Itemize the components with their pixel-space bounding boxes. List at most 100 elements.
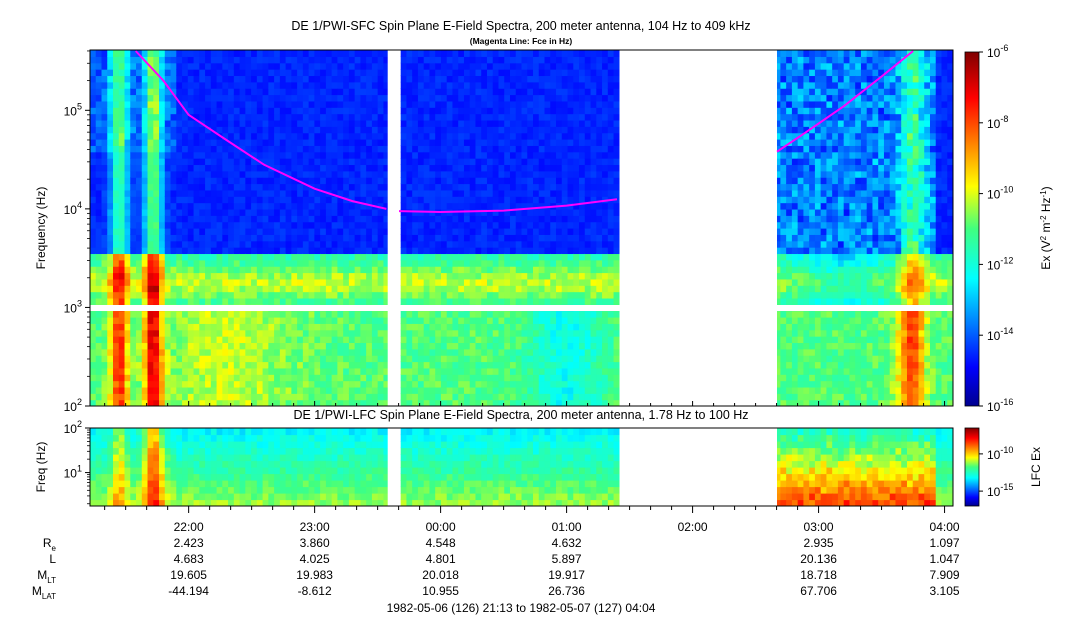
sfc-spectrogram-cell — [239, 202, 246, 210]
sfc-spectrogram-cell — [141, 348, 149, 356]
sfc-spectrogram-cell — [343, 94, 350, 102]
sfc-spectrogram-cell — [210, 348, 218, 356]
sfc-spectrogram-cell — [314, 189, 321, 197]
sfc-spectrogram-cell — [337, 329, 344, 337]
sfc-spectrogram-cell — [268, 215, 275, 223]
sfc-spectrogram-cell — [101, 189, 108, 197]
sfc-spectrogram-cell — [423, 393, 431, 401]
sfc-spectrogram-cell — [118, 355, 126, 363]
sfc-spectrogram-cell — [417, 132, 425, 140]
sfc-spectrogram-cell — [118, 342, 126, 350]
sfc-spectrogram-cell — [320, 75, 327, 83]
sfc-spectrogram-cell — [446, 88, 454, 96]
sfc-spectrogram-cell — [314, 126, 321, 134]
sfc-spectrogram-cell — [274, 107, 281, 115]
sfc-spectrogram-cell — [291, 177, 298, 185]
sfc-spectrogram-cell — [550, 50, 557, 57]
sfc-spectrogram-cell — [463, 151, 471, 159]
sfc-spectrogram-cell — [366, 50, 373, 57]
sfc-spectrogram-cell — [239, 272, 246, 280]
sfc-spectrogram-cell — [550, 348, 557, 356]
sfc-spectrogram-cell — [274, 56, 281, 64]
sfc-spectrogram-cell — [400, 291, 408, 299]
sfc-spectrogram-cell — [325, 88, 333, 96]
sfc-spectrogram-cell — [256, 355, 264, 363]
sfc-spectrogram-cell — [136, 234, 143, 242]
sfc-spectrogram-cell — [343, 113, 350, 121]
sfc-spectrogram-cell — [377, 285, 385, 293]
sfc-spectrogram-cell — [320, 151, 327, 159]
sfc-spectrogram-cell — [176, 297, 183, 305]
sfc-spectrogram-cell — [446, 386, 454, 394]
sfc-spectrogram-cell — [170, 119, 177, 127]
sfc-spectrogram-cell — [297, 170, 304, 178]
sfc-spectrogram-cell — [285, 342, 292, 350]
sfc-spectrogram-cell — [538, 221, 546, 229]
sfc-spectrogram-cell — [325, 240, 333, 248]
sfc-spectrogram-cell — [423, 240, 431, 248]
sfc-spectrogram-cell — [337, 56, 344, 64]
sfc-spectrogram-cell — [544, 170, 551, 178]
sfc-spectrogram-cell — [561, 272, 569, 280]
sfc-spectrogram-cell — [118, 177, 126, 185]
sfc-spectrogram-cell — [550, 100, 557, 108]
sfc-spectrogram-cell — [561, 119, 569, 127]
sfc-spectrogram-cell — [538, 183, 546, 191]
sfc-spectrogram-cell — [325, 278, 333, 286]
sfc-spectrogram-cell — [412, 132, 419, 140]
sfc-spectrogram-cell — [573, 393, 580, 401]
sfc-spectrogram-cell — [435, 386, 442, 394]
sfc-spectrogram-cell — [325, 139, 333, 146]
sfc-spectrogram-cell — [556, 272, 563, 280]
sfc-spectrogram-cell — [216, 228, 223, 235]
sfc-spectrogram-cell — [498, 81, 505, 89]
sfc-spectrogram-cell — [101, 361, 108, 369]
sfc-spectrogram-cell — [567, 81, 574, 89]
sfc-spectrogram-cell — [164, 94, 172, 102]
sfc-spectrogram-cell — [101, 228, 108, 235]
sfc-spectrogram-cell — [331, 374, 338, 382]
sfc-spectrogram-cell — [377, 208, 385, 216]
sfc-spectrogram-cell — [492, 75, 500, 83]
sfc-spectrogram-cell — [256, 132, 264, 140]
sfc-spectrogram-cell — [95, 297, 103, 305]
sfc-spectrogram-cell — [579, 329, 586, 337]
sfc-spectrogram-cell — [182, 69, 189, 77]
sfc-spectrogram-cell — [567, 132, 574, 140]
sfc-spectrogram-cell — [187, 170, 195, 178]
sfc-spectrogram-cell — [107, 278, 114, 286]
sfc-spectrogram-cell — [141, 50, 149, 57]
sfc-spectrogram-cell — [556, 348, 563, 356]
sfc-spectrogram-cell — [187, 399, 195, 406]
sfc-spectrogram-cell — [90, 56, 97, 64]
sfc-spectrogram-cell — [527, 323, 534, 331]
sfc-spectrogram-cell — [239, 107, 246, 115]
sfc-spectrogram-cell — [251, 272, 258, 280]
sfc-spectrogram-cell — [314, 285, 321, 293]
sfc-spectrogram-cell — [124, 329, 131, 337]
sfc-spectrogram-cell — [371, 50, 379, 57]
sfc-spectrogram-cell — [579, 132, 586, 140]
sfc-spectrogram-cell — [492, 62, 500, 70]
sfc-spectrogram-cell — [118, 221, 126, 229]
sfc-spectrogram-cell — [533, 367, 540, 375]
sfc-spectrogram-cell — [492, 342, 500, 350]
sfc-spectrogram-cell — [95, 342, 103, 350]
sfc-spectrogram-cell — [561, 196, 569, 204]
sfc-spectrogram-cell — [527, 272, 534, 280]
sfc-spectrogram-cell — [538, 323, 546, 331]
sfc-spectrogram-cell — [590, 183, 597, 191]
sfc-spectrogram-cell — [325, 119, 333, 127]
sfc-spectrogram-cell — [366, 297, 373, 305]
sfc-spectrogram-cell — [147, 88, 154, 96]
sfc-spectrogram-cell — [308, 208, 315, 216]
sfc-spectrogram-cell — [262, 247, 269, 255]
sfc-spectrogram-cell — [463, 88, 471, 96]
sfc-spectrogram-cell — [297, 164, 304, 172]
sfc-spectrogram-cell — [383, 132, 390, 140]
sfc-spectrogram-cell — [412, 266, 419, 274]
sfc-spectrogram-cell — [596, 399, 603, 406]
sfc-spectrogram-cell — [222, 291, 229, 299]
sfc-spectrogram-cell — [579, 107, 586, 115]
sfc-spectrogram-cell — [308, 158, 315, 166]
